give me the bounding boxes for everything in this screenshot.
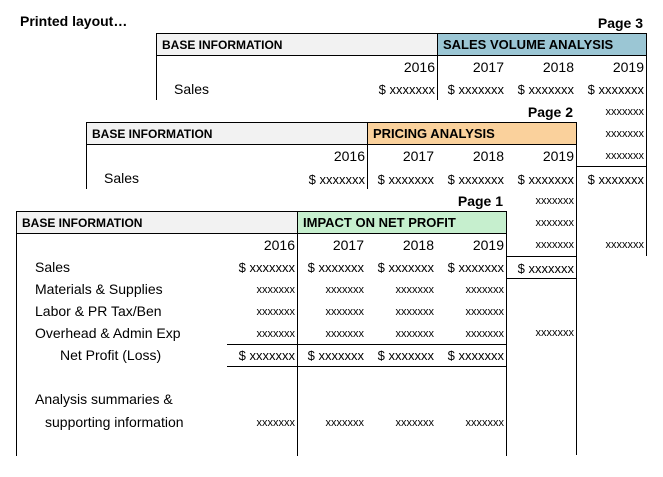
page1-sales-2019: $ xxxxxxx [447, 260, 504, 275]
page3-label: Page 3 [597, 15, 643, 31]
page1-labor-2018: xxxxxxx [395, 306, 435, 318]
page1-labor-2016: xxxxxxx [256, 306, 296, 318]
page1-year-2016: 2016 [263, 237, 295, 253]
page1-net-profit-line-top [227, 344, 507, 345]
page3-right-border [646, 56, 647, 256]
page3-x-5: xxxxxxx [605, 239, 645, 251]
page1-net-profit-2017: $ xxxxxxx [307, 348, 364, 363]
page2-year-2019: 2019 [542, 148, 574, 164]
page1-row-net-profit-label: Net Profit (Loss) [60, 347, 162, 363]
page1-sales-2017: $ xxxxxxx [307, 260, 364, 275]
page1-year-2017: 2017 [332, 237, 364, 253]
page1-summary-2017: xxxxxxx [325, 417, 365, 429]
page1-overhead-2019: xxxxxxx [465, 328, 505, 340]
page2-sales-2016: $ xxxxxxx [308, 172, 365, 187]
page2-left-border [86, 145, 87, 189]
page2-total-line-bottom [506, 278, 576, 279]
page1-net-profit-2016: $ xxxxxxx [238, 348, 295, 363]
layout-title: Printed layout… [20, 13, 128, 29]
page3-section-header: SALES VOLUME ANALYSIS [437, 33, 647, 56]
page1-sales-2016: $ xxxxxxx [238, 260, 295, 275]
page1-summary-2018: xxxxxxx [395, 417, 435, 429]
page2-divider [367, 145, 368, 189]
page3-row-sales-label: Sales [174, 81, 210, 97]
page3-total-line [576, 166, 646, 167]
page2-row-sales-label: Sales [104, 170, 140, 186]
page1-base-header: BASE INFORMATION [16, 211, 298, 234]
page1-net-profit-line-bottom [227, 366, 507, 367]
page1-summary-2019: xxxxxxx [465, 417, 505, 429]
page2-total-line-top [506, 256, 576, 257]
page3-divider [437, 56, 438, 100]
page3-year-2017: 2017 [472, 59, 504, 75]
page3-left-border [156, 56, 157, 100]
page1-year-2019: 2019 [472, 237, 504, 253]
page2-label: Page 2 [527, 104, 573, 120]
page2-x-1: xxxxxxx [535, 195, 575, 207]
page2-section-header: PRICING ANALYSIS [367, 122, 577, 145]
page1-overhead-2017: xxxxxxx [325, 328, 365, 340]
page2-year-2017: 2017 [402, 148, 434, 164]
page3-year-2016: 2016 [403, 59, 435, 75]
page3-x-2: xxxxxxx [605, 128, 645, 140]
page1-sales-2018: $ xxxxxxx [377, 260, 434, 275]
page1-labor-2019: xxxxxxx [465, 306, 505, 318]
page1-overhead-2018: xxxxxxx [395, 328, 435, 340]
page1-right-border [506, 234, 507, 456]
page3-sales-2017: $ xxxxxxx [447, 82, 504, 97]
page2-year-2016: 2016 [333, 148, 365, 164]
page2-x-5: xxxxxxx [535, 327, 575, 339]
page1-overhead-2016: xxxxxxx [256, 328, 296, 340]
page1-materials-2016: xxxxxxx [256, 284, 296, 296]
page1-summary-line1: Analysis summaries & [35, 391, 173, 407]
page2-sales-2019: $ xxxxxxx [517, 172, 574, 187]
page1-materials-2018: xxxxxxx [395, 284, 435, 296]
page1-left-border [16, 234, 17, 456]
page2-sales-2018: $ xxxxxxx [447, 172, 504, 187]
page1-row-sales-label: Sales [35, 259, 71, 275]
page2-year-2018: 2018 [472, 148, 504, 164]
page3-x-1: xxxxxxx [605, 106, 645, 118]
page1-label: Page 1 [457, 193, 503, 209]
page1-net-profit-2019: $ xxxxxxx [447, 348, 504, 363]
page3-sales-2018: $ xxxxxxx [517, 82, 574, 97]
page3-sales-2016: $ xxxxxxx [378, 82, 435, 97]
page3-base-header: BASE INFORMATION [156, 33, 438, 56]
page1-summary-line2: supporting information [45, 414, 184, 430]
page2-sales-2017: $ xxxxxxx [377, 172, 434, 187]
page3-year-2019: 2019 [612, 59, 644, 75]
page1-row-overhead-label: Overhead & Admin Exp [35, 325, 181, 341]
page2-x-2: xxxxxxx [535, 217, 575, 229]
page2-right-border [576, 145, 577, 455]
page3-sales-2019: $ xxxxxxx [587, 82, 644, 97]
page1-summary-2016: xxxxxxx [256, 417, 296, 429]
page2-base-header: BASE INFORMATION [86, 122, 368, 145]
page1-section-header: IMPACT ON NET PROFIT [297, 211, 507, 234]
page1-divider [297, 234, 298, 456]
page3-x-3: xxxxxxx [605, 150, 645, 162]
page1-row-labor-label: Labor & PR Tax/Ben [35, 303, 162, 319]
page1-row-materials-label: Materials & Supplies [35, 281, 163, 297]
page1-net-profit-2018: $ xxxxxxx [377, 348, 434, 363]
page1-materials-2019: xxxxxxx [465, 284, 505, 296]
page2-x-4: $ xxxxxxx [517, 261, 574, 276]
page3-year-2018: 2018 [542, 59, 574, 75]
page2-x-3: xxxxxxx [535, 239, 575, 251]
page3-x-4: $ xxxxxxx [587, 172, 644, 187]
page1-year-2018: 2018 [402, 237, 434, 253]
page1-labor-2017: xxxxxxx [325, 306, 365, 318]
page1-materials-2017: xxxxxxx [325, 284, 365, 296]
